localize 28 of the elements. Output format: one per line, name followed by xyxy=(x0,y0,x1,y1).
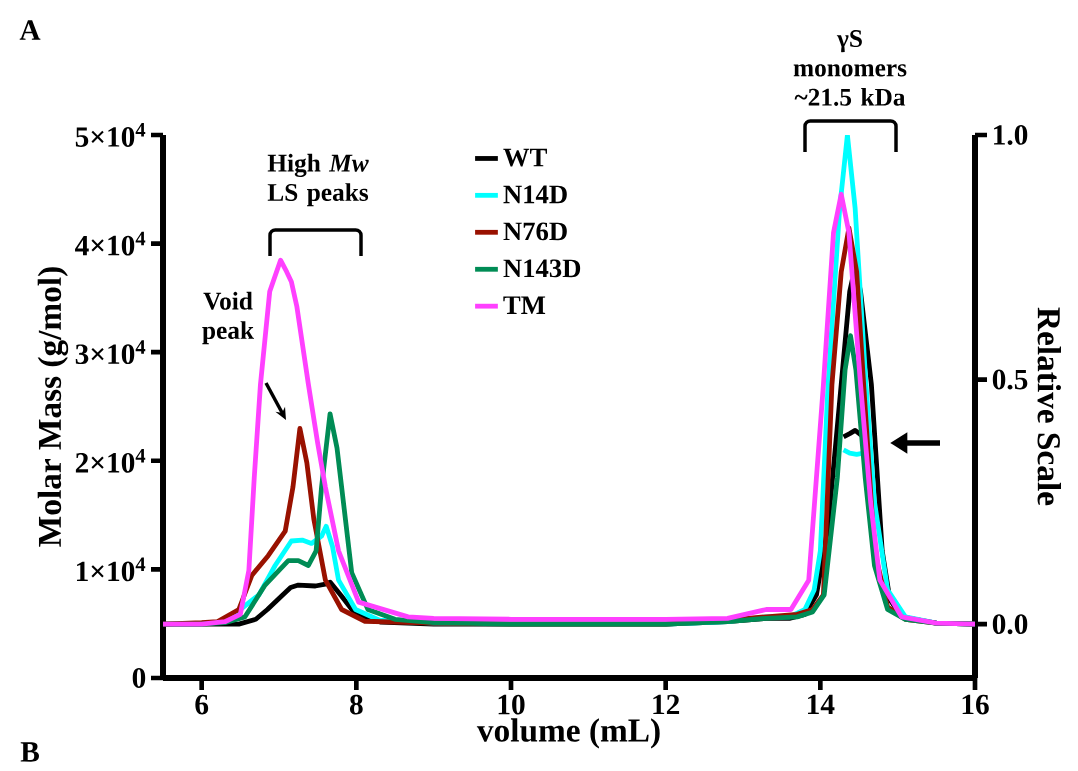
text: A xyxy=(19,20,41,40)
x-axis-title: volume (mL) xyxy=(476,718,660,749)
x-tick-label: 8 xyxy=(349,694,363,715)
legend-label: N14D xyxy=(503,185,567,204)
text: γS monomers ~21.5 kDa xyxy=(793,30,907,106)
y-axis-title: Molar Mass (g/mol) xyxy=(37,267,69,547)
x-tick-label: 10 xyxy=(498,694,525,715)
text: B xyxy=(20,742,39,762)
annotation: High Mw LS peaks xyxy=(267,153,369,207)
y-tick-label: 4×10$^{4}$ xyxy=(75,231,146,256)
x-tick-label: 16 xyxy=(962,694,989,715)
y-tick-label: 0 xyxy=(132,668,146,688)
y-tick-label: 2×10$^{4}$ xyxy=(75,448,146,473)
legend-label: TM xyxy=(503,296,546,314)
annotation: Void peak xyxy=(202,291,255,345)
legend-label: N76D xyxy=(503,222,567,241)
x-tick-label: 12 xyxy=(653,694,680,715)
y2-tick-label: 0.0 xyxy=(992,614,1028,635)
legend-label: WT xyxy=(503,148,547,167)
x-tick-label: 14 xyxy=(808,694,835,715)
y2-axis-title: Relative Scale xyxy=(1037,307,1061,506)
y-tick-label: 1×10$^{4}$ xyxy=(76,557,146,582)
y-tick-label: 3×10$^{4}$ xyxy=(75,340,146,365)
x-tick-label: 6 xyxy=(195,694,209,715)
y-tick-label: 5×10$^{4}$ xyxy=(75,123,146,147)
y2-tick-label: 1.0 xyxy=(994,125,1028,145)
legend-label: N143D xyxy=(503,259,581,278)
y2-tick-label: 0.5 xyxy=(992,369,1028,390)
